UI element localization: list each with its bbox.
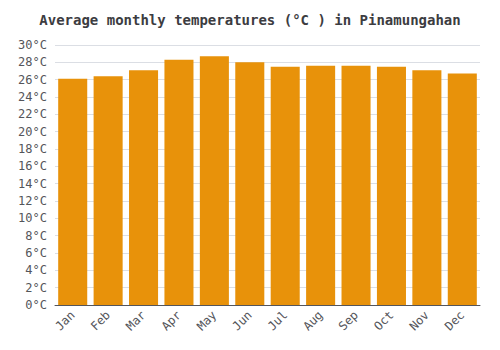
svg-text:Apr: Apr	[159, 308, 184, 333]
svg-text:14°C: 14°C	[18, 177, 47, 191]
svg-text:Jan: Jan	[52, 308, 77, 333]
svg-text:Aug: Aug	[300, 308, 325, 333]
svg-text:Jul: Jul	[265, 308, 290, 333]
svg-text:May: May	[194, 308, 219, 333]
svg-text:Sep: Sep	[336, 308, 361, 333]
svg-text:8°C: 8°C	[25, 229, 47, 243]
svg-text:30°C: 30°C	[18, 38, 47, 52]
svg-text:Jun: Jun	[230, 308, 255, 333]
svg-text:26°C: 26°C	[18, 73, 47, 87]
svg-text:18°C: 18°C	[18, 142, 47, 156]
svg-text:Nov: Nov	[407, 308, 432, 333]
svg-text:24°C: 24°C	[18, 90, 47, 104]
svg-text:Mar: Mar	[123, 308, 148, 333]
svg-text:10°C: 10°C	[18, 211, 47, 225]
svg-text:2°C: 2°C	[25, 281, 47, 295]
svg-text:22°C: 22°C	[18, 107, 47, 121]
svg-text:Oct: Oct	[371, 308, 396, 333]
svg-text:4°C: 4°C	[25, 263, 47, 277]
svg-text:0°C: 0°C	[25, 298, 47, 312]
svg-text:20°C: 20°C	[18, 125, 47, 139]
svg-text:12°C: 12°C	[18, 194, 47, 208]
svg-text:Dec: Dec	[442, 308, 467, 333]
svg-text:16°C: 16°C	[18, 159, 47, 173]
svg-text:Feb: Feb	[88, 308, 113, 333]
svg-text:Average monthly temperatures (: Average monthly temperatures (°C ) in Pi…	[39, 12, 460, 28]
svg-text:28°C: 28°C	[18, 55, 47, 69]
svg-text:6°C: 6°C	[25, 246, 47, 260]
